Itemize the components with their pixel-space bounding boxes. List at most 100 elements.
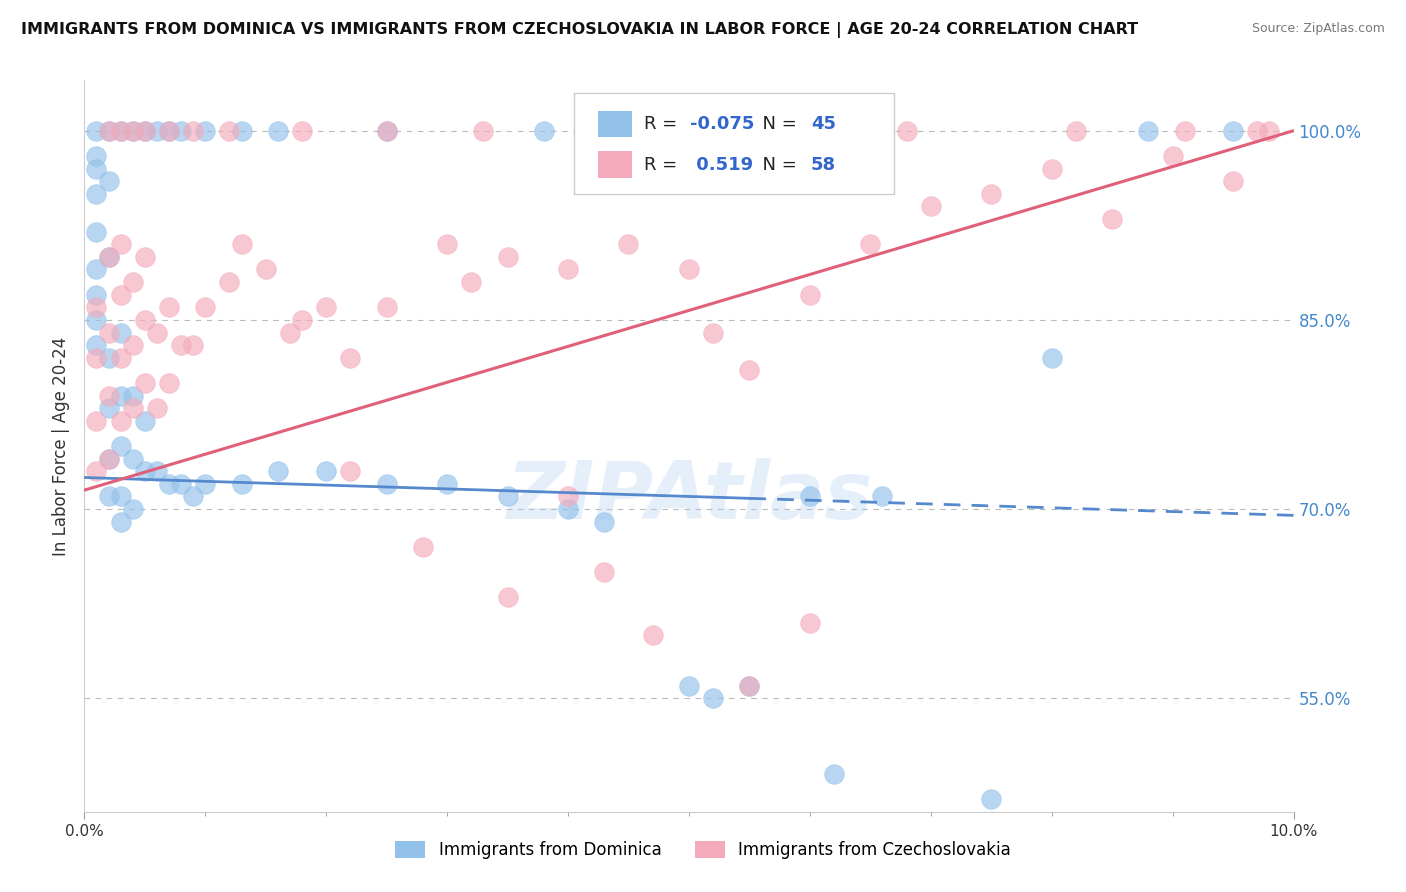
Point: [557, 490, 579, 504]
Text: ZIPAtlas: ZIPAtlas: [506, 458, 872, 536]
Text: R =: R =: [644, 155, 683, 174]
Point: [799, 615, 821, 630]
Point: [231, 237, 253, 252]
Point: [1064, 124, 1087, 138]
Point: [375, 476, 398, 491]
Point: [86, 225, 108, 239]
Point: [1258, 124, 1281, 138]
Point: [291, 124, 314, 138]
Point: [146, 124, 169, 138]
Point: [1040, 351, 1063, 365]
Point: [581, 124, 603, 138]
Point: [823, 767, 845, 781]
Point: [110, 351, 132, 365]
Point: [121, 502, 143, 516]
Point: [496, 591, 519, 605]
Point: [157, 476, 180, 491]
Point: [920, 199, 942, 213]
Point: [194, 300, 217, 314]
Point: [181, 124, 204, 138]
Point: [1161, 149, 1184, 163]
Point: [134, 124, 156, 138]
Point: [86, 149, 108, 163]
Point: [110, 439, 132, 453]
Point: [110, 388, 132, 402]
Point: [641, 628, 664, 642]
Point: [181, 338, 204, 352]
FancyBboxPatch shape: [599, 152, 633, 178]
Point: [859, 124, 882, 138]
Point: [412, 540, 434, 554]
Point: [254, 262, 277, 277]
Point: [278, 326, 301, 340]
Point: [1246, 124, 1268, 138]
Point: [121, 388, 143, 402]
Point: [157, 124, 180, 138]
Point: [557, 502, 579, 516]
Point: [218, 124, 240, 138]
Point: [86, 186, 108, 201]
Point: [267, 124, 290, 138]
Point: [896, 124, 918, 138]
Point: [134, 124, 156, 138]
Text: N =: N =: [751, 155, 801, 174]
Point: [557, 262, 579, 277]
Point: [121, 338, 143, 352]
Point: [86, 414, 108, 428]
Point: [86, 313, 108, 327]
Point: [110, 124, 132, 138]
Point: [121, 401, 143, 416]
Point: [157, 124, 180, 138]
Point: [799, 287, 821, 301]
Point: [472, 124, 495, 138]
Point: [121, 451, 143, 466]
Point: [110, 414, 132, 428]
Point: [496, 490, 519, 504]
Point: [170, 338, 193, 352]
Point: [97, 351, 120, 365]
Text: IMMIGRANTS FROM DOMINICA VS IMMIGRANTS FROM CZECHOSLOVAKIA IN LABOR FORCE | AGE : IMMIGRANTS FROM DOMINICA VS IMMIGRANTS F…: [21, 22, 1139, 38]
Point: [134, 464, 156, 478]
Point: [1040, 161, 1063, 176]
Point: [593, 565, 616, 579]
Text: 58: 58: [811, 155, 837, 174]
Point: [146, 401, 169, 416]
Point: [617, 237, 640, 252]
Text: N =: N =: [751, 115, 801, 133]
Point: [157, 376, 180, 390]
Point: [110, 237, 132, 252]
Point: [97, 124, 120, 138]
Point: [702, 326, 724, 340]
Point: [315, 464, 337, 478]
Point: [97, 124, 120, 138]
Point: [86, 464, 108, 478]
Point: [121, 124, 143, 138]
Point: [218, 275, 240, 289]
Point: [110, 326, 132, 340]
Point: [375, 300, 398, 314]
Point: [1137, 124, 1160, 138]
Point: [134, 313, 156, 327]
FancyBboxPatch shape: [599, 111, 633, 137]
Point: [97, 451, 120, 466]
Point: [194, 124, 217, 138]
Point: [339, 351, 361, 365]
Point: [86, 351, 108, 365]
Point: [194, 476, 217, 491]
Point: [738, 679, 761, 693]
Point: [110, 124, 132, 138]
Point: [872, 490, 894, 504]
Point: [97, 174, 120, 188]
Point: [267, 464, 290, 478]
Point: [170, 124, 193, 138]
Point: [86, 338, 108, 352]
Point: [496, 250, 519, 264]
Text: -0.075: -0.075: [690, 115, 755, 133]
Point: [980, 792, 1002, 806]
Point: [121, 275, 143, 289]
Point: [436, 476, 458, 491]
Point: [702, 691, 724, 706]
Point: [86, 161, 108, 176]
Legend: Immigrants from Dominica, Immigrants from Czechoslovakia: Immigrants from Dominica, Immigrants fro…: [388, 834, 1018, 866]
Text: R =: R =: [644, 115, 683, 133]
